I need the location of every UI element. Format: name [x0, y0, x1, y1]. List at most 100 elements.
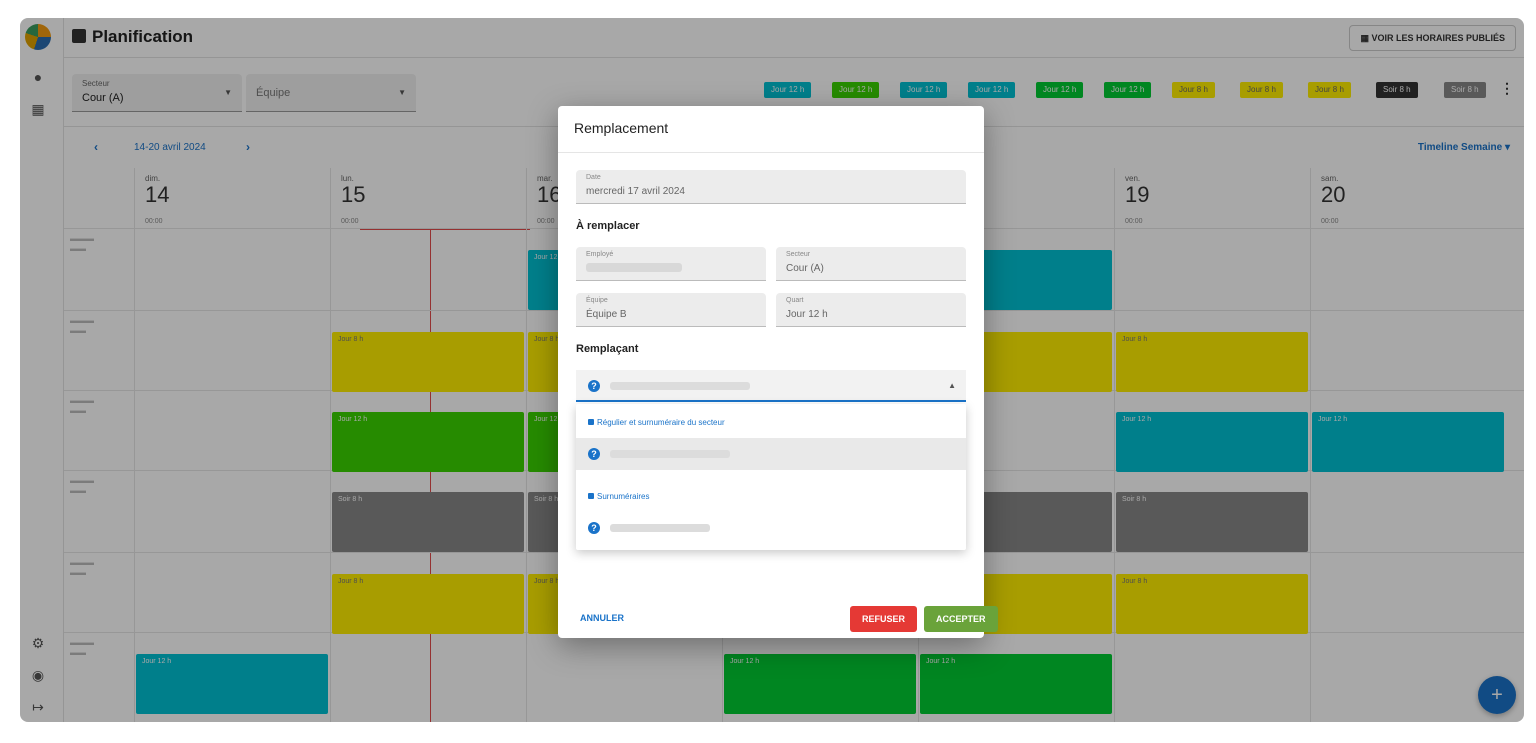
user-icon[interactable]: ●	[33, 69, 43, 85]
chevron-down-icon: ▼	[224, 88, 232, 97]
chevron-up-icon: ▲	[948, 381, 956, 390]
row-employee-label: ▬▬▬ ▬▬	[70, 558, 94, 577]
employe-field: Employé	[576, 247, 766, 281]
app-logo[interactable]	[25, 24, 51, 50]
row-employee-label: ▬▬▬ ▬▬	[70, 234, 94, 253]
legend-chip: Jour 12 h	[764, 82, 812, 98]
accept-button[interactable]: ACCEPTER	[924, 606, 998, 632]
shift-block[interactable]: Jour 12 h	[1116, 412, 1308, 472]
cancel-button[interactable]: ANNULER	[580, 613, 624, 623]
group-regular: Régulier et surnuméraire du secteur	[588, 418, 725, 427]
redacted-employee-name	[586, 263, 682, 272]
quart-field: Quart Jour 12 h	[776, 293, 966, 327]
legend-chip: Jour 12 h	[900, 82, 948, 98]
legend-chip: Jour 12 h	[1104, 82, 1152, 98]
day-name: ven.	[1125, 174, 1141, 183]
legend-chip: Jour 12 h	[832, 82, 880, 98]
row-employee-label: ▬▬▬ ▬▬	[70, 638, 94, 657]
account-icon[interactable]: ◉	[31, 667, 45, 683]
day-date: 16	[537, 182, 562, 207]
view-published-schedules-button[interactable]: ▦ VOIR LES HORAIRES PUBLIÉS	[1349, 25, 1516, 51]
day-header: lun. 15 00:00	[330, 168, 526, 228]
calendar-icon[interactable]: ▦	[31, 101, 45, 117]
day-hour: 00:00	[1321, 218, 1339, 225]
redacted-option-name	[610, 450, 730, 458]
shift-block[interactable]: Jour 8 h	[1116, 332, 1308, 392]
day-name: lun.	[341, 174, 354, 183]
day-header: mar. 16 00:00	[526, 168, 722, 228]
secteur-select[interactable]: Secteur Cour (A) ▼	[72, 74, 242, 112]
row-employee-label: ▬▬▬ ▬▬	[70, 396, 94, 415]
shift-block[interactable]: Jour 12 h	[332, 412, 524, 472]
to-replace-heading: À remplacer	[576, 220, 640, 232]
shift-block[interactable]: Soir 8 h	[1116, 492, 1308, 552]
day-header: sam. 20 00:00	[1310, 168, 1506, 228]
legend-chip: Soir 8 h	[1376, 82, 1418, 98]
refuse-button[interactable]: REFUSER	[850, 606, 918, 632]
shift-block[interactable]: Jour 12 h	[724, 654, 916, 714]
option-item[interactable]: ?	[576, 438, 966, 470]
week-range: 14-20 avril 2024	[134, 142, 206, 153]
prev-week-icon[interactable]: ‹	[94, 140, 98, 154]
replacement-options-list: Régulier et surnuméraire du secteur ? Su…	[576, 404, 966, 550]
group-icon	[588, 419, 594, 425]
shift-block[interactable]: Jour 12 h	[1312, 412, 1504, 472]
legend-chip: Jour 8 h	[1172, 82, 1215, 98]
replacement-dialog: Remplacement Date mercredi 17 avril 2024…	[558, 106, 998, 638]
help-circle-icon: ?	[588, 448, 600, 460]
app-frame: ● ▦ ⚙ ◉ ↦ Planification ▦ VOIR LES HORAI…	[20, 18, 1524, 722]
option-item[interactable]: ?	[576, 512, 966, 544]
column-divider	[1310, 228, 1311, 722]
legend-chip: Jour 12 h	[1036, 82, 1084, 98]
gear-icon[interactable]: ⚙	[31, 635, 45, 651]
dialog-title: Remplacement	[574, 120, 669, 136]
sidebar: ● ▦ ⚙ ◉ ↦	[20, 18, 64, 722]
replacement-heading: Remplaçant	[576, 343, 639, 355]
add-shift-button[interactable]: +	[1478, 676, 1516, 714]
next-week-icon[interactable]: ›	[246, 140, 250, 154]
view-selector[interactable]: Timeline Semaine ▾	[1417, 142, 1510, 153]
shift-block[interactable]: Soir 8 h	[332, 492, 524, 552]
column-divider	[330, 228, 331, 722]
legend-chip: Jour 12 h	[968, 82, 1016, 98]
logout-icon[interactable]: ↦	[32, 699, 44, 715]
shift-block[interactable]: Jour 8 h	[332, 332, 524, 392]
day-date: 15	[341, 182, 366, 207]
day-header: dim. 14 00:00	[134, 168, 330, 228]
day-date: 20	[1321, 182, 1346, 207]
divider	[558, 152, 984, 153]
day-name: mar.	[537, 174, 553, 183]
row-employee-label: ▬▬▬ ▬▬	[70, 476, 94, 495]
legend-chip: Soir 8 h	[1444, 82, 1486, 98]
secteur-field: Secteur Cour (A)	[776, 247, 966, 281]
shift-block[interactable]: Jour 12 h	[920, 654, 1112, 714]
chevron-down-icon: ▼	[398, 88, 406, 97]
column-divider	[1114, 228, 1115, 722]
group-icon	[588, 493, 594, 499]
replacement-select[interactable]: ? ▲	[576, 370, 966, 402]
equipe-select[interactable]: Équipe ▼	[246, 74, 416, 112]
equipe-field: Équipe Équipe B	[576, 293, 766, 327]
calendar-title-icon	[72, 29, 86, 43]
shift-block[interactable]: Jour 8 h	[1116, 574, 1308, 634]
date-field: Date mercredi 17 avril 2024	[576, 170, 966, 204]
column-divider	[526, 228, 527, 722]
more-vert-icon[interactable]: ⋮	[1500, 80, 1514, 96]
help-circle-icon: ?	[588, 522, 600, 534]
shift-block[interactable]: Jour 8 h	[332, 574, 524, 634]
group-surnumeraires: Surnuméraires	[588, 492, 649, 501]
day-hour: 00:00	[1125, 218, 1143, 225]
current-time-indicator	[430, 230, 431, 722]
legend-chip: Jour 8 h	[1240, 82, 1283, 98]
day-hour: 00:00	[341, 218, 359, 225]
day-header: ven. 19 00:00	[1114, 168, 1310, 228]
top-bar: Planification ▦ VOIR LES HORAIRES PUBLIÉ…	[64, 18, 1524, 58]
shift-block[interactable]: Jour 12 h	[136, 654, 328, 714]
day-name: sam.	[1321, 174, 1339, 183]
day-hour: 00:00	[537, 218, 555, 225]
day-date: 14	[145, 182, 170, 207]
current-time-line	[360, 229, 530, 230]
column-divider	[134, 228, 135, 722]
redacted-selected-name	[610, 382, 750, 390]
redacted-option-name	[610, 524, 710, 532]
